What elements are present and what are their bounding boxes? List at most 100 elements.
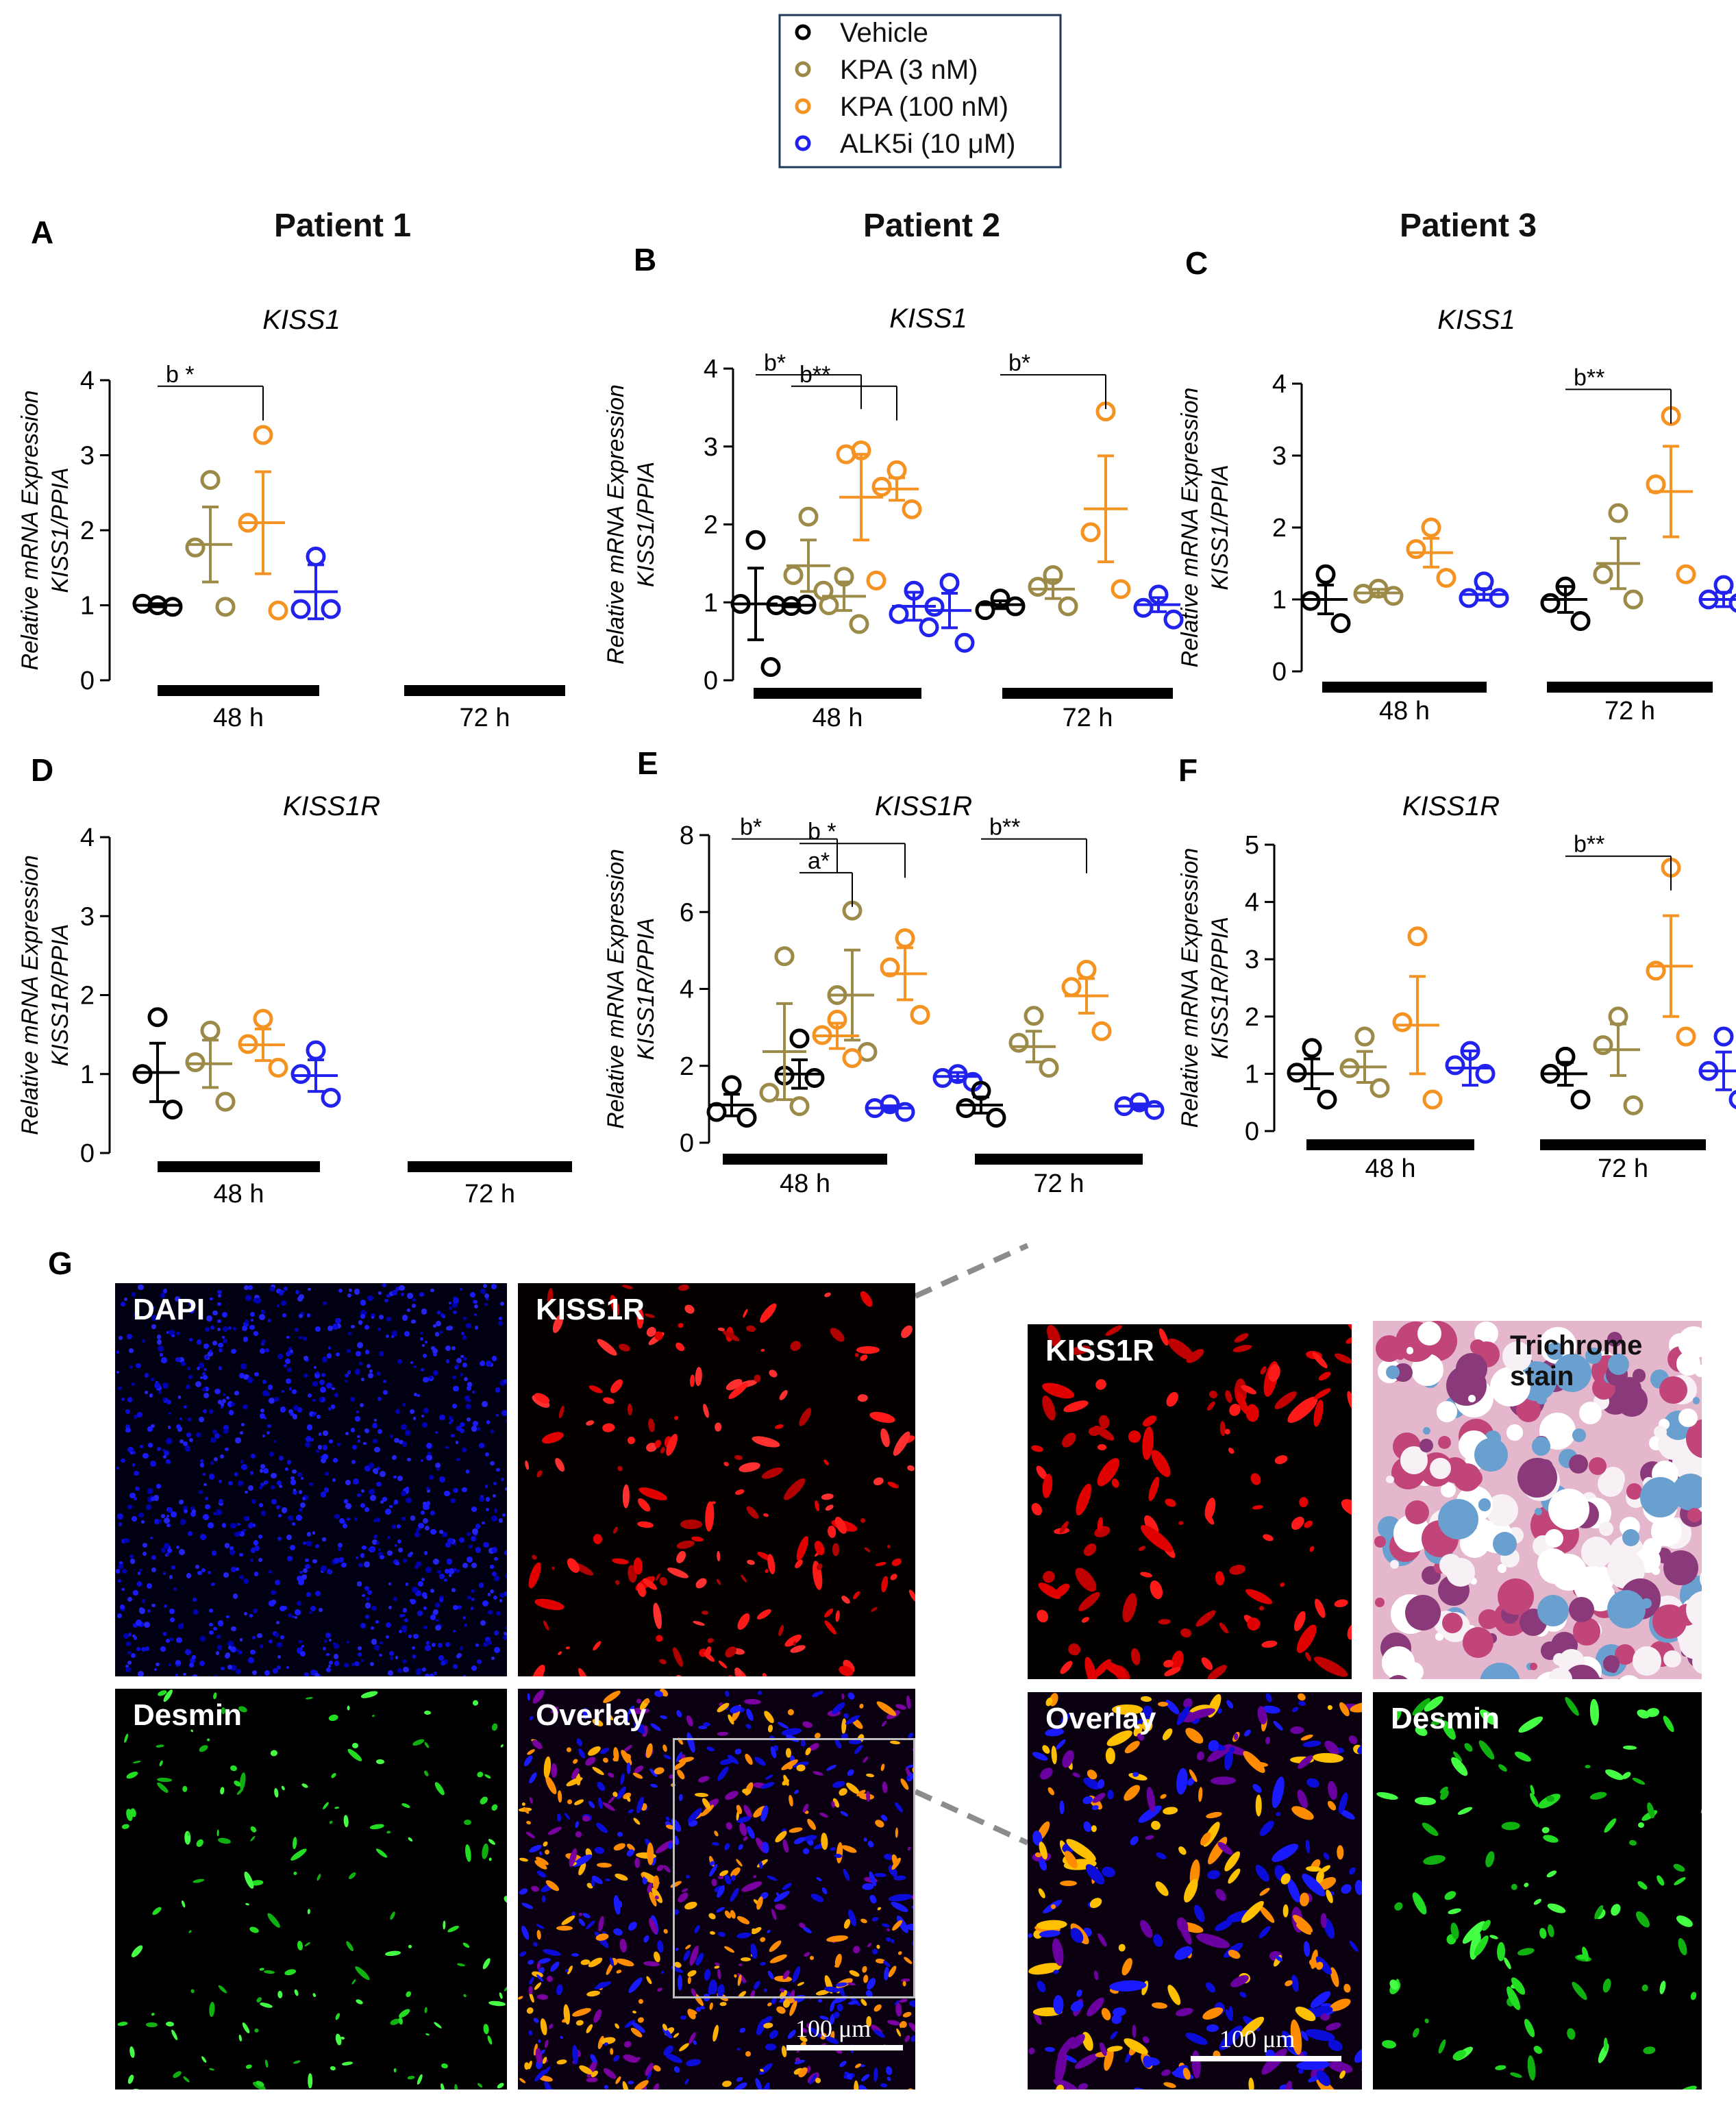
nucleus-cell <box>491 1356 497 1361</box>
nucleus-cell <box>499 1593 505 1598</box>
overlay-cell <box>573 1798 585 1807</box>
overlay-cell <box>652 2082 660 2090</box>
nucleus-cell <box>417 1393 421 1398</box>
nucleus-cell <box>317 1445 322 1450</box>
zoom-desmin-cell <box>1659 1980 1667 1995</box>
data-point-A <box>871 476 892 497</box>
nucleus-cell <box>421 1343 425 1348</box>
nucleus-cell <box>320 1386 327 1393</box>
zoom-kiss1r-cell <box>1274 1454 1289 1466</box>
nucleus-cell <box>463 1357 467 1361</box>
nucleus-cell <box>260 1413 266 1419</box>
nucleus-cell <box>288 1515 294 1521</box>
nucleus-cell <box>419 1332 423 1335</box>
y-tick-label-C-2: 2 <box>1272 514 1287 543</box>
nucleus-cell <box>423 1518 429 1524</box>
kiss1r-cell <box>694 1576 709 1590</box>
zoom-overlay-cell <box>1255 1794 1262 1817</box>
trichrome-cell <box>1607 1332 1622 1348</box>
nucleus-cell <box>221 1402 225 1406</box>
overlay-cell <box>626 1975 645 1995</box>
zoom-kiss1r-cell <box>1258 1606 1265 1611</box>
zoom-overlay-cell <box>1082 1820 1093 1834</box>
overlay-cell <box>626 1762 632 1774</box>
nucleus-cell <box>379 1653 382 1657</box>
nucleus-cell <box>171 1511 177 1517</box>
data-point-A <box>200 470 221 491</box>
nucleus-cell <box>396 1524 401 1528</box>
nucleus-cell <box>412 1298 417 1302</box>
nucleus-cell <box>295 1609 301 1616</box>
nucleus-cell <box>453 1487 458 1493</box>
nucleus-cell <box>277 1480 282 1485</box>
nucleus-cell <box>439 1574 445 1579</box>
nucleus-cell <box>176 1637 182 1644</box>
dapi-image: DAPI <box>115 1283 507 1676</box>
overlay-cell <box>575 1737 584 1748</box>
y-axis-label-F: Relative mRNA Expression KISS1R/PPIA <box>1177 848 1233 1128</box>
nucleus-cell <box>424 1673 430 1676</box>
kiss1r-cell <box>553 1456 567 1474</box>
legend-marker-3 <box>795 135 811 151</box>
trichrome-cell <box>1470 1339 1485 1354</box>
zoom-overlay-cell <box>1239 1991 1248 1999</box>
nucleus-cell <box>165 1639 170 1644</box>
nucleus-cell <box>195 1380 202 1387</box>
data-point-F <box>1713 1026 1734 1047</box>
overlay-cell <box>587 1800 597 1810</box>
nucleus-cell <box>133 1636 138 1640</box>
group-bar-E-0 <box>723 1154 887 1165</box>
zoom-overlay-cell <box>1177 1844 1189 1857</box>
nucleus-cell <box>222 1336 225 1339</box>
scale-bar-label: 100 μm <box>795 2015 871 2042</box>
nucleus-cell <box>290 1412 294 1416</box>
kiss1r-cell <box>863 1546 871 1553</box>
nucleus-cell <box>271 1589 276 1596</box>
nucleus-cell <box>364 1561 371 1567</box>
nucleus-cell <box>445 1359 450 1363</box>
nucleus-cell <box>404 1331 410 1337</box>
overlay-cell <box>532 1941 538 1948</box>
nucleus-cell <box>133 1590 138 1596</box>
nucleus-cell <box>471 1506 478 1512</box>
zoom-kiss1r-cell <box>1137 1545 1146 1552</box>
trichrome-cell <box>1572 1428 1587 1443</box>
y-axis-label-line-1: KISS1/PPIA <box>633 462 659 587</box>
desmin-cell <box>488 2000 506 2007</box>
nucleus-cell <box>271 1498 277 1505</box>
nucleus-cell <box>312 1531 316 1535</box>
data-point-E <box>956 1098 976 1118</box>
kiss1r-cell <box>617 1342 631 1353</box>
nucleus-cell <box>445 1446 449 1449</box>
desmin-cell <box>441 2063 449 2070</box>
zoom-kiss1r-cell <box>1080 1615 1090 1624</box>
desmin-cell <box>188 1930 193 1934</box>
desmin-cell <box>288 1846 308 1862</box>
overlay-cell <box>612 1841 627 1852</box>
desmin-cell <box>462 1941 471 1949</box>
nucleus-cell <box>336 1324 341 1328</box>
nucleus-cell <box>386 1317 392 1322</box>
nucleus-cell <box>493 1481 497 1485</box>
zoom-overlay-cell <box>1351 2045 1362 2066</box>
nucleus-cell <box>344 1373 349 1378</box>
nucleus-cell <box>462 1335 467 1340</box>
nucleus-cell <box>121 1398 125 1402</box>
nucleus-cell <box>479 1443 484 1448</box>
data-point-F <box>1540 1063 1561 1084</box>
desmin-cell <box>230 1764 238 1772</box>
nucleus-cell <box>397 1539 402 1544</box>
kiss1r-cell <box>557 1650 563 1656</box>
chart-title-B: KISS1 <box>889 303 967 334</box>
nucleus-cell <box>165 1438 172 1445</box>
trichrome-cell <box>1404 1594 1441 1630</box>
nucleus-cell <box>371 1422 378 1429</box>
nucleus-cell <box>169 1575 173 1580</box>
nucleus-cell <box>382 1283 386 1288</box>
zoom-overlay-cell <box>1036 1920 1067 1931</box>
nucleus-cell <box>329 1439 333 1444</box>
zoom-kiss1r-cell <box>1346 1623 1352 1641</box>
nucleus-cell <box>376 1482 382 1487</box>
nucleus-cell <box>378 1315 384 1320</box>
